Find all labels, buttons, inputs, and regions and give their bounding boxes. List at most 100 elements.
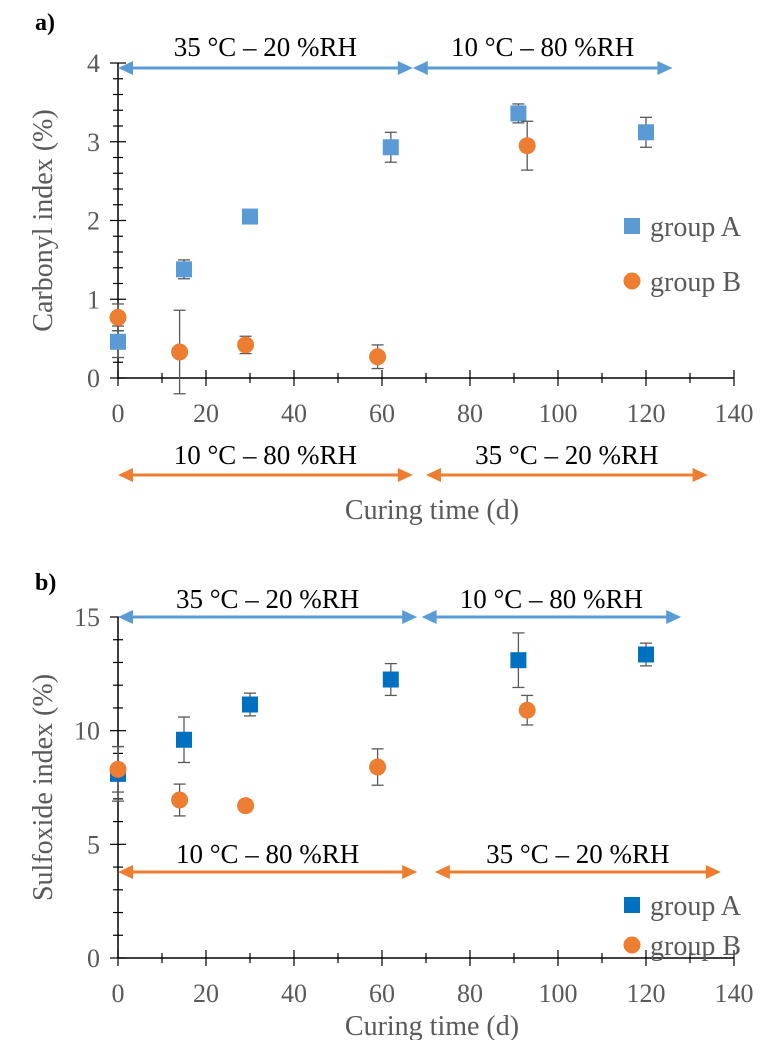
series-group-b [109,694,536,817]
data-point [382,662,399,697]
arrow-head-left [434,865,450,879]
square-marker [242,696,258,713]
arrow-head-right [402,610,418,624]
circle-marker [109,308,127,326]
panel-label: b) [35,570,56,596]
x-tick-label: 80 [457,979,483,1008]
data-point [638,642,654,667]
legend-square-icon [624,897,640,913]
data-point [382,131,399,163]
data-point [518,120,536,171]
square-marker [176,731,192,748]
arrow-head-left [118,865,133,879]
data-point [518,694,536,726]
data-point [237,335,255,355]
x-tick-label: 20 [193,979,219,1008]
arrow-head-right [397,61,413,75]
arrow-head-right [657,61,673,75]
x-tick-label: 120 [627,979,666,1008]
condition-arrow: 35 °C – 20 %RH [434,836,721,879]
x-tick-label: 140 [715,399,754,428]
x-tick-label: 40 [281,979,307,1008]
data-point [109,303,127,332]
condition-label: 35 °C – 20 %RH [486,839,669,869]
x-tick-label: 20 [193,399,219,428]
x-tick-label: 60 [369,399,395,428]
square-marker [510,105,527,122]
data-point [369,748,387,786]
chart-panel-a: a) 0 20 40 60 80 100 120 140 0 1 2 3 4 Curing time (d)… [28,10,754,526]
circle-marker [369,758,387,776]
y-tick-label: 15 [74,603,100,632]
circle-marker [369,348,387,366]
y-tick-label: 0 [87,364,100,393]
data-point [176,716,192,764]
square-marker [382,139,399,156]
data-point [369,344,387,370]
circle-marker [109,760,127,778]
square-marker [638,646,654,663]
legend-square-icon [624,218,640,234]
circle-marker [237,797,255,815]
series-group-a [110,632,654,802]
arrow-head-left [426,468,441,482]
series-group-b [109,120,536,395]
y-axis-title: Carbonyl index (%) [28,109,59,331]
x-tick-label: 80 [457,399,483,428]
arrow-head-right [666,610,682,624]
data-point [171,309,189,395]
data-point [510,632,527,689]
condition-label: 35 °C – 20 %RH [174,32,357,62]
legend-label: group A [650,891,742,922]
condition-label: 35 °C – 20 %RH [475,440,658,470]
data-point [510,103,527,124]
condition-arrow: 10 °C – 80 %RH [118,836,418,879]
arrow-head-left [118,610,133,624]
legend-label: group B [650,267,741,298]
data-point [242,692,258,717]
x-tick-label: 120 [627,399,666,428]
x-tick-label: 100 [539,399,578,428]
arrow-head-left [118,61,133,75]
data-point [176,259,192,280]
data-point [237,797,255,815]
legend-entry: group B [623,931,741,962]
legend-circle-icon [623,936,641,954]
square-marker [510,652,527,669]
panel-label: a) [35,10,55,36]
x-axis-title: Curing time (d) [345,495,519,526]
condition-label: 10 °C – 80 %RH [451,32,634,62]
y-tick-label: 3 [87,128,100,157]
condition-arrow: 10 °C – 80 %RH [421,581,682,624]
condition-label: 35 °C – 20 %RH [176,584,359,614]
condition-arrow: 35 °C – 20 %RH [118,581,418,624]
square-marker [242,208,258,225]
arrow-head-right [705,865,721,879]
data-point [242,208,258,225]
condition-label: 10 °C – 80 %RH [174,440,357,470]
square-marker [110,333,126,350]
series-group-a [110,103,654,359]
y-tick-label: 2 [87,207,100,236]
circle-marker [518,701,536,719]
x-tick-label: 40 [281,399,307,428]
x-tick-label: 0 [112,399,125,428]
data-point [638,116,654,148]
legend-circle-icon [623,272,641,290]
condition-label: 10 °C – 80 %RH [460,584,643,614]
arrow-head-left [412,61,428,75]
square-marker [176,261,192,278]
x-tick-label: 0 [112,979,125,1008]
x-tick-label: 100 [539,979,578,1008]
square-marker [382,671,399,688]
square-marker [638,124,654,141]
legend-label: group A [650,212,742,243]
x-axis-title: Curing time (d) [345,1011,519,1040]
legend-entry: group B [623,267,741,298]
y-tick-label: 4 [87,49,100,78]
condition-label: 10 °C – 80 %RH [176,839,359,869]
arrow-head-left [118,468,133,482]
condition-arrow: 10 °C – 80 %RH [118,437,413,482]
condition-arrow: 10 °C – 80 %RH [412,29,673,75]
y-tick-label: 1 [87,285,100,314]
